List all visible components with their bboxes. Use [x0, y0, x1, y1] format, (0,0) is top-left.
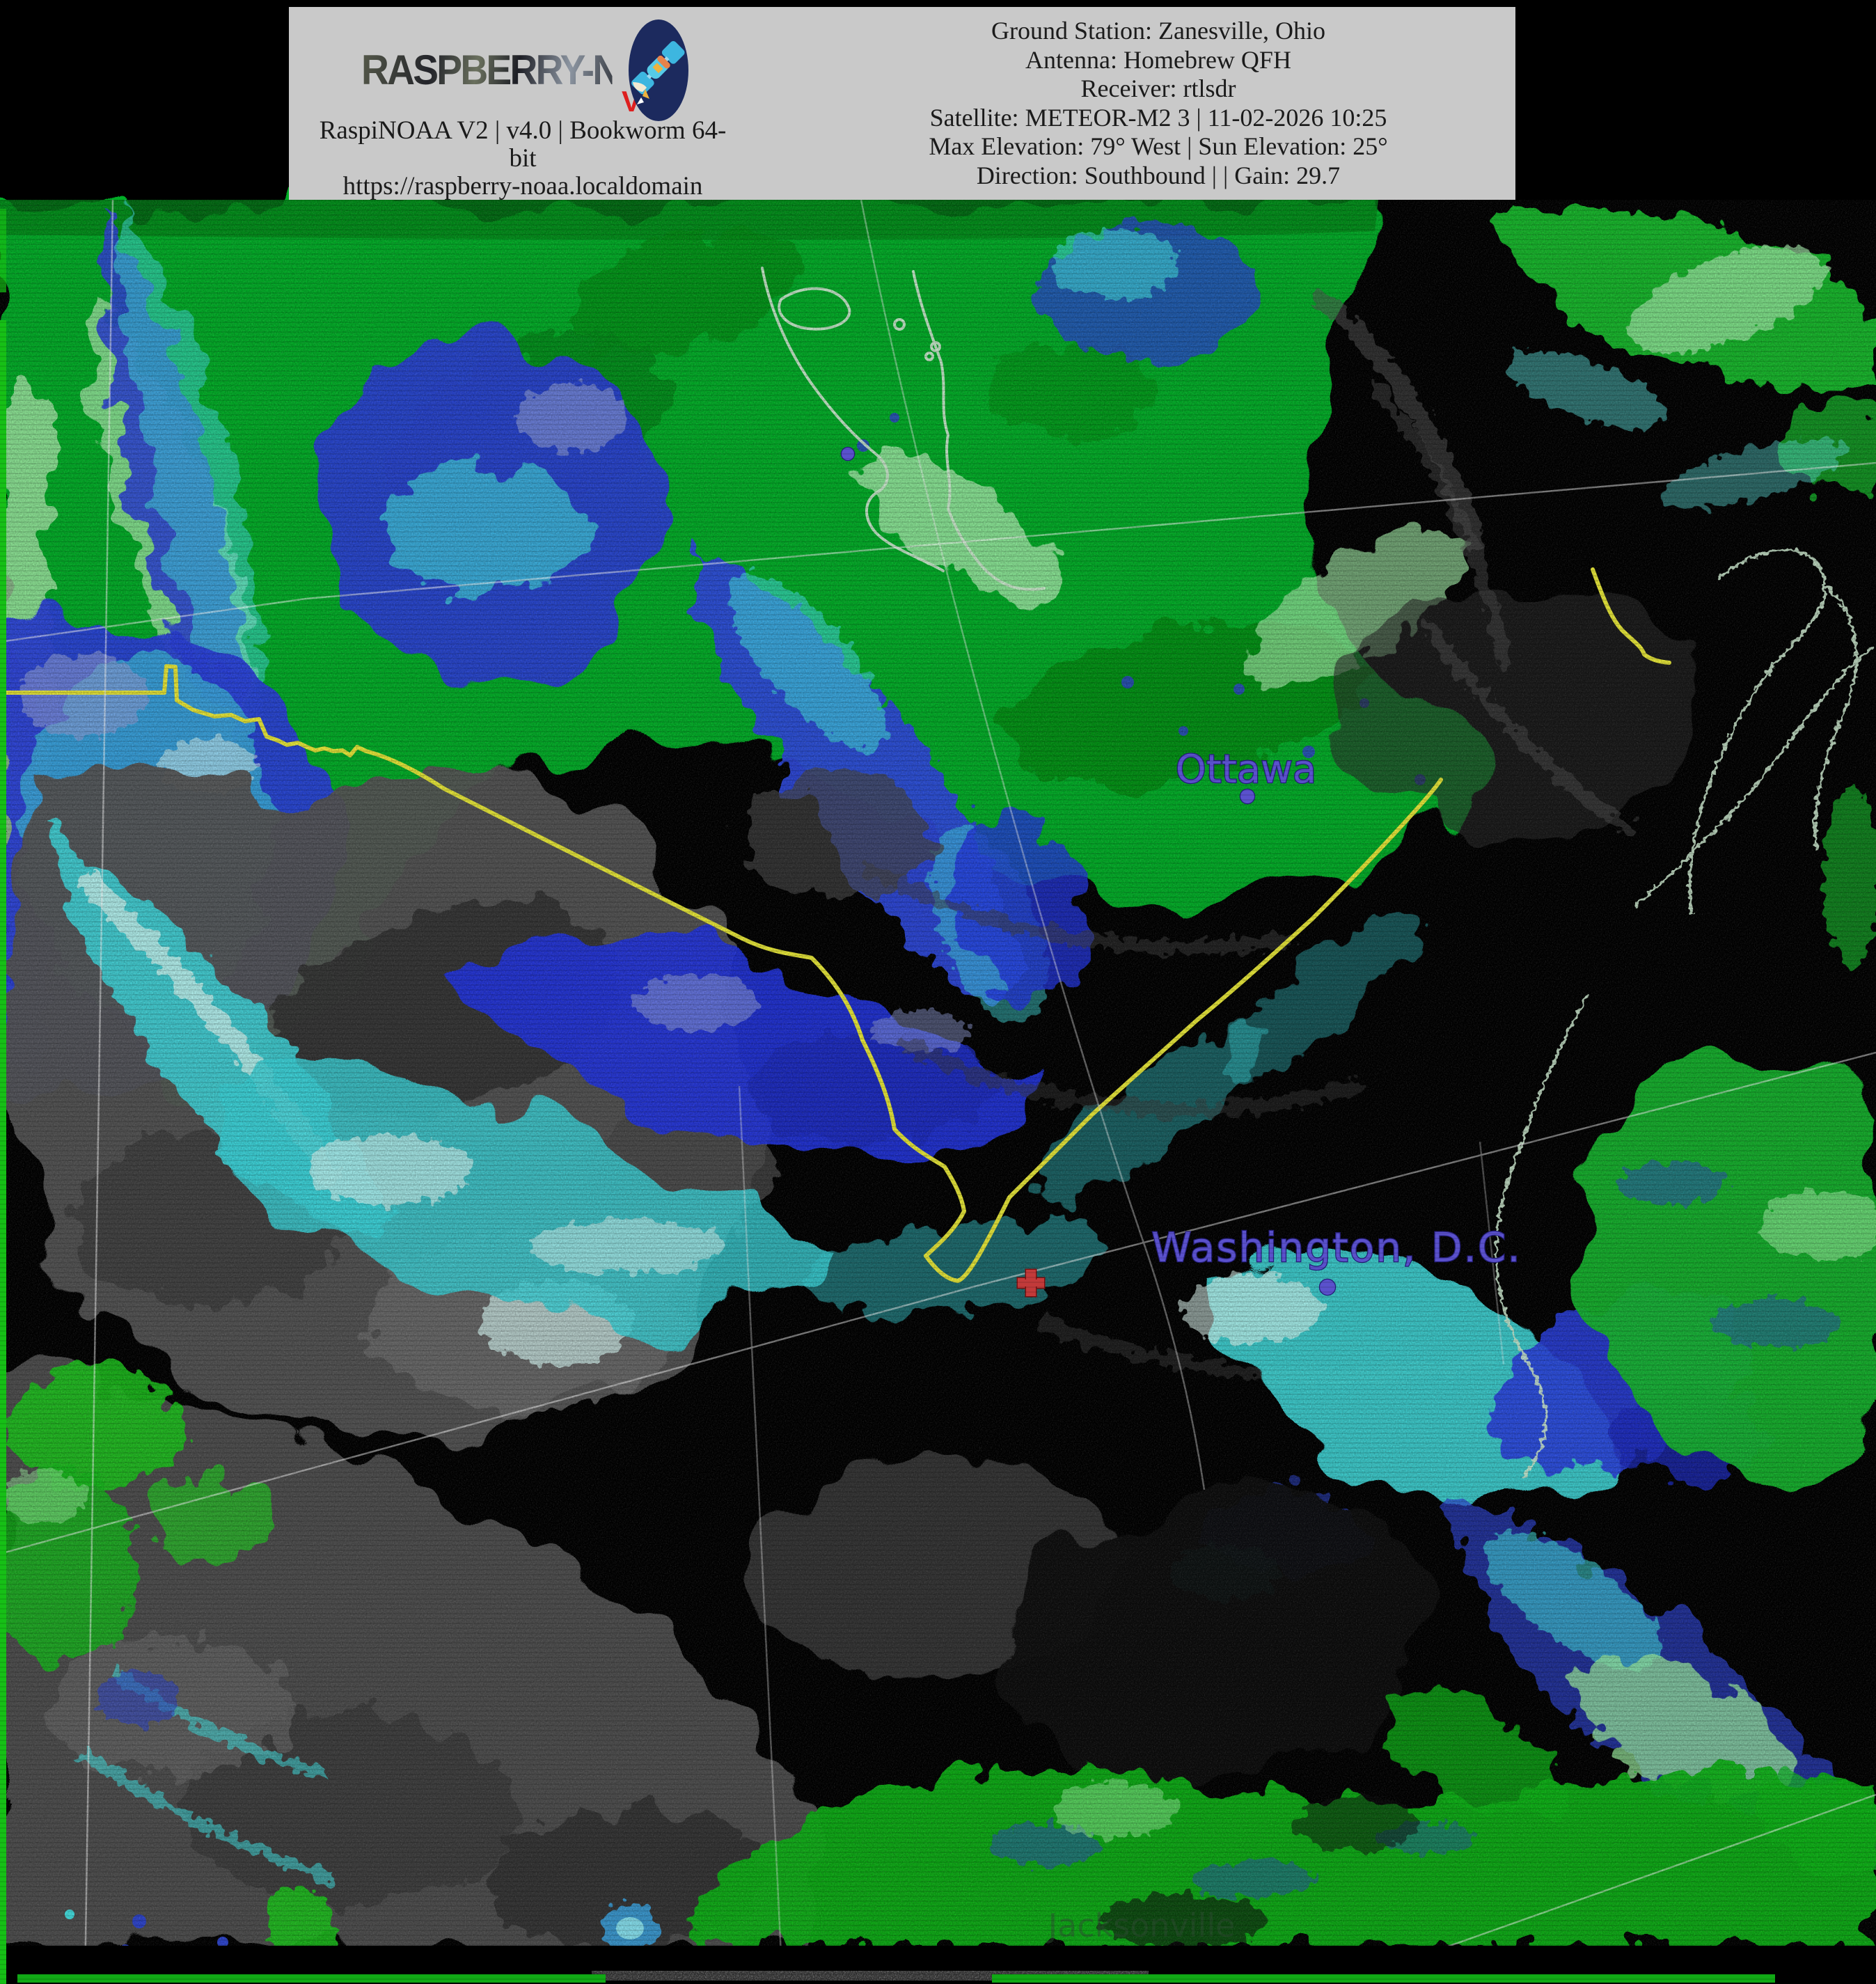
satellite-pass-line: Satellite: METEOR-M2 3 | 11-02-2026 10:2… — [929, 103, 1387, 132]
raspberry-noaa-logo: RASPBERRY-NOAA V2 — [289, 13, 757, 121]
map-annotations: Ottawa Washington, D.C. Jacksonville — [840, 446, 1522, 1944]
logo-satellite-icon — [629, 19, 688, 121]
city-label-jacksonville: Jacksonville — [1046, 1907, 1236, 1944]
noise-grain-light — [0, 200, 1876, 1946]
station-info-block: Ground Station: Zanesville, Ohio Antenna… — [757, 7, 1515, 200]
city-dot-washington — [1318, 1278, 1337, 1296]
info-banner: RASPBERRY-NOAA V2 — [289, 7, 1515, 200]
receiver-line: Receiver: rtlsdr — [1080, 74, 1236, 102]
system-version-line: RaspiNOAA V2 | v4.0 | Bookworm 64-bit — [319, 116, 727, 173]
city-dot-unlabeled — [840, 446, 856, 462]
ground-station-line: Ground Station: Zanesville, Ohio — [991, 17, 1325, 45]
city-label-washington: Washington, D.C. — [1151, 1224, 1522, 1271]
ground-station-marker — [1016, 1268, 1046, 1298]
city-dot-ottawa — [1239, 788, 1256, 805]
system-url-line: https://raspberry-noaa.localdomain — [342, 172, 703, 200]
signal-dropout-bands — [0, 209, 1876, 1984]
elevation-line: Max Elevation: 79° West | Sun Elevation:… — [929, 132, 1388, 160]
banner-left-block: RASPBERRY-NOAA V2 — [289, 7, 757, 200]
antenna-line: Antenna: Homebrew QFH — [1025, 45, 1291, 74]
logo-wordmark: RASPBERRY-NOAA — [361, 47, 700, 93]
direction-gain-line: Direction: Southbound | | Gain: 29.7 — [976, 161, 1341, 189]
city-label-ottawa: Ottawa — [1176, 747, 1316, 792]
left-edge-noise-strip — [0, 320, 6, 1984]
